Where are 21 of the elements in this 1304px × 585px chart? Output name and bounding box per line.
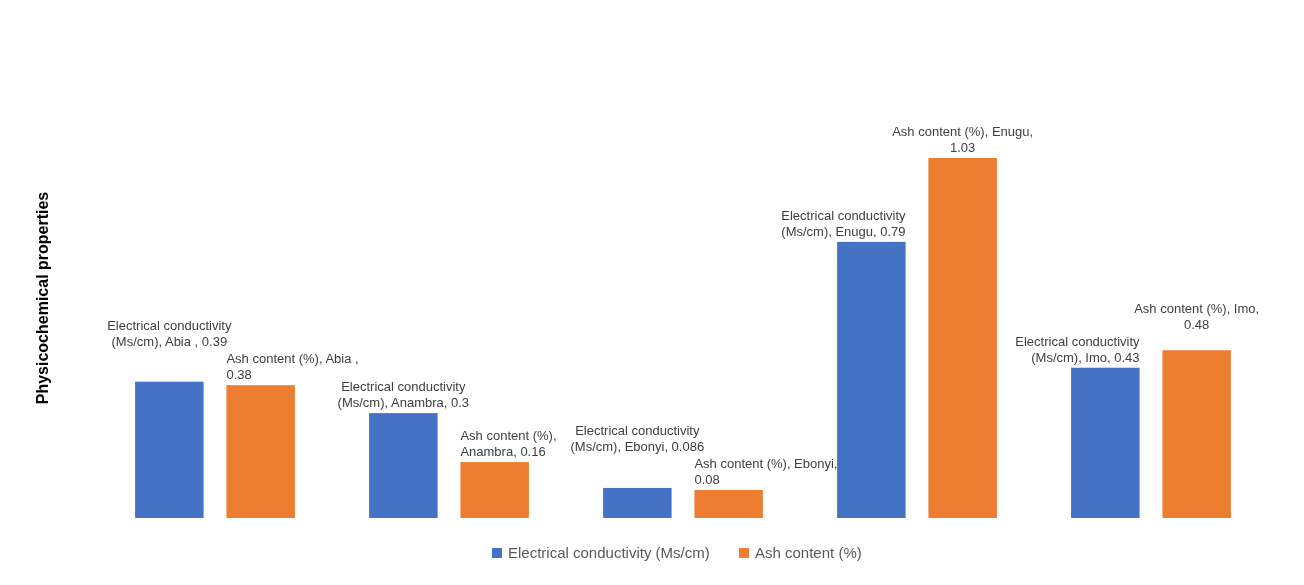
bar [1162, 350, 1231, 518]
data-label: Ash content (%), Enugu, 1.03 [892, 124, 1034, 155]
bar [369, 413, 438, 518]
data-label: Ash content (%), Anambra, 0.16 [460, 428, 557, 460]
data-label: Ash content (%), Imo, 0.48 [1134, 300, 1260, 332]
data-label: Electrical conductivity (Ms/cm), Abia , 0.39 [107, 318, 232, 350]
bar [1071, 367, 1140, 518]
y-axis-title: Physicochemical properties [34, 191, 51, 405]
data-label: Ash content (%), Ebonyi, 0.08 [694, 456, 838, 488]
bar [928, 158, 997, 518]
data-label: Electrical conductivity (Ms/cm), Imo, 0.43 [1015, 333, 1141, 365]
data-label: Electrical conductivity (Ms/cm), Enugu, 0.79 [781, 207, 907, 239]
bar [603, 487, 672, 518]
bar [837, 241, 906, 518]
data-label: Electrical conductivity (Ms/cm), Ebonyi, 0.086 [570, 423, 705, 455]
bar [226, 385, 295, 518]
legend-label: Electrical conductivity (Ms/cm) [508, 544, 710, 561]
bar [460, 462, 529, 518]
bar [135, 381, 204, 518]
bar [694, 490, 763, 518]
legend-label: Ash content (%) [755, 544, 862, 561]
